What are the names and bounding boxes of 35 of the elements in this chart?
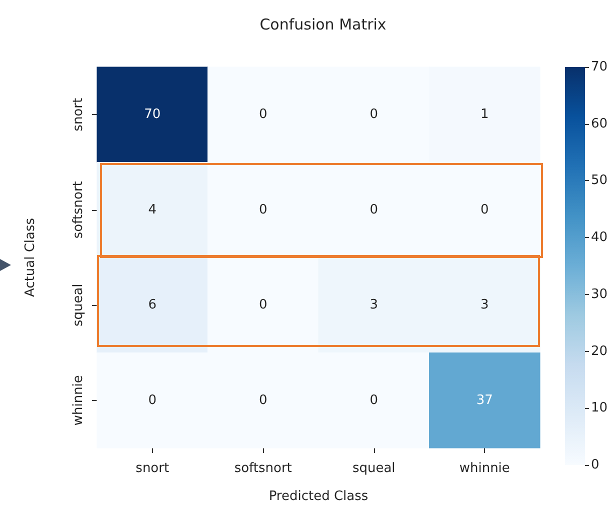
color-bar-label: 70 [591,60,608,74]
data-label: 3 [480,298,489,313]
data-label: 0 [148,392,157,408]
data-label: 0 [370,107,378,122]
color-bar-label: 60 [591,116,608,132]
data-label: 70 [144,107,161,122]
y-tick-label: squeal [71,284,86,327]
data-label: 0 [480,202,489,218]
data-label: 37 [476,392,493,408]
color-bar-label: 10 [591,400,608,416]
color-bar-label: 0 [591,458,600,472]
color-bar-label: 50 [591,173,608,188]
data-label: 4 [148,202,157,218]
y-axis-title: Actual Class [23,218,38,298]
data-label: 1 [480,107,489,122]
data-label: 0 [370,392,378,408]
chart-title: Confusion Matrix [260,16,386,34]
y-tick-label: snort [71,98,86,132]
x-axis-title: Predicted Class [268,489,368,504]
y-tick-label: whinnie [71,375,86,426]
x-tick-label: squeal [352,461,396,476]
data-label: 0 [258,202,268,218]
color-bar-label: 40 [591,230,608,246]
x-tick-label: softsnort [234,461,292,476]
data-label: 0 [370,202,378,218]
color-bar-label: 30 [591,286,608,302]
x-tick-label: whinnie [459,461,510,476]
data-label: 3 [370,298,378,313]
y-tick-label: softsnort [71,181,86,239]
data-label: 0 [258,298,268,313]
color-bar-label: 20 [591,344,608,359]
x-tick-label: snort [136,461,170,476]
data-label: 6 [148,298,157,313]
data-label: 0 [258,107,268,122]
data-label: 0 [258,392,268,408]
